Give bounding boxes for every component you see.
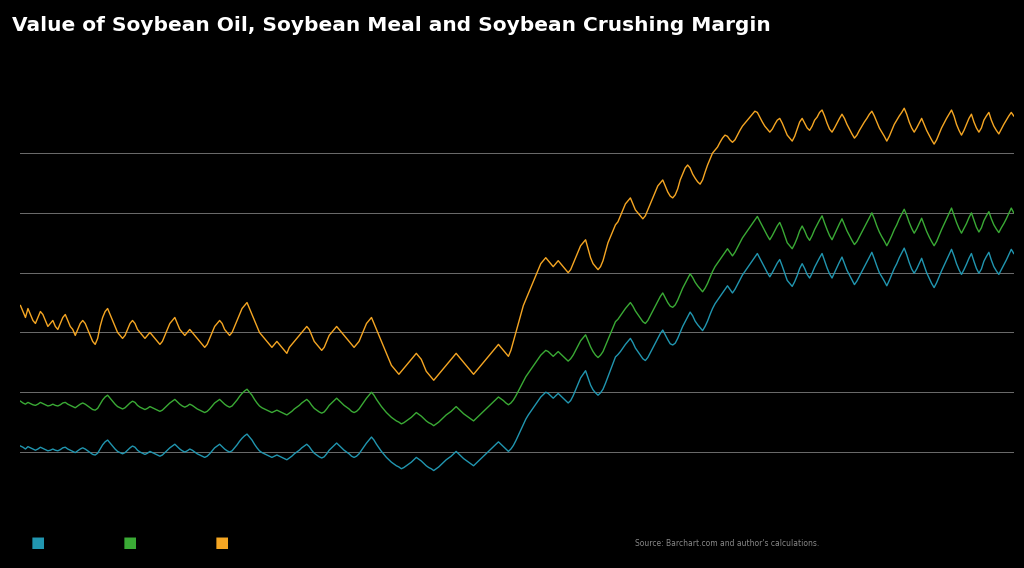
Text: ■: ■ bbox=[31, 535, 45, 550]
Text: Source: Barchart.com and author's calculations.: Source: Barchart.com and author's calcul… bbox=[635, 539, 819, 548]
Text: Value of Soybean Oil, Soybean Meal and Soybean Crushing Margin: Value of Soybean Oil, Soybean Meal and S… bbox=[12, 16, 771, 35]
Text: ■: ■ bbox=[215, 535, 229, 550]
Text: ■: ■ bbox=[123, 535, 137, 550]
